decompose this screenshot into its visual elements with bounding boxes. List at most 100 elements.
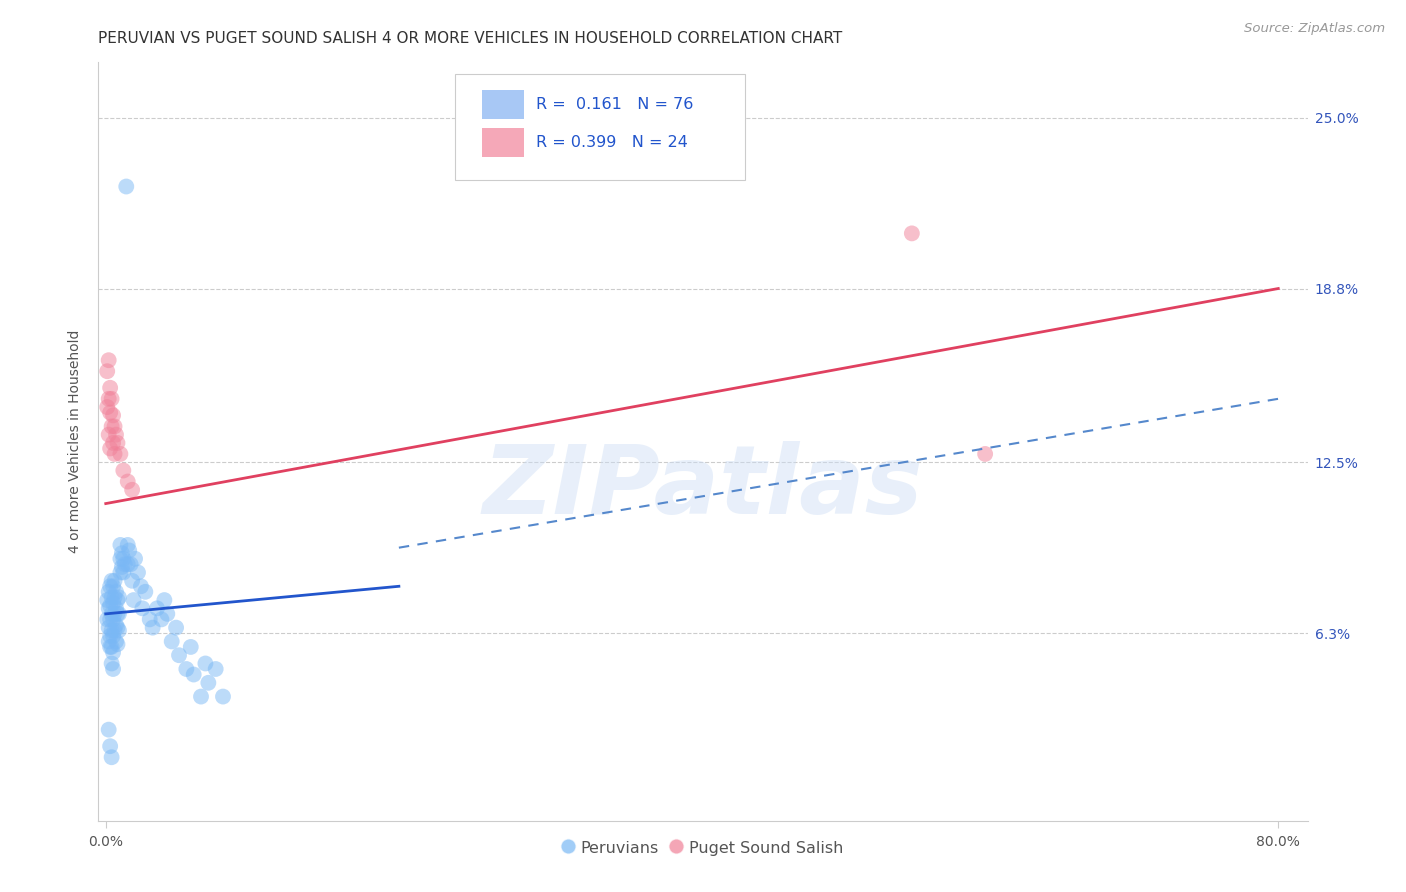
Point [98,579,121,593]
Point [107,593,129,607]
FancyBboxPatch shape [482,128,524,157]
Point [111,560,134,574]
Point [117,558,139,572]
Point [112,566,135,580]
Point [100,419,122,434]
Point [105,618,128,632]
Point [98,599,121,613]
Point [138,612,160,626]
Point [97,601,120,615]
Point [103,624,125,638]
Point [108,624,131,638]
Point [127,566,149,580]
FancyBboxPatch shape [482,90,524,120]
Y-axis label: 4 or more Vehicles in Household: 4 or more Vehicles in Household [69,330,83,553]
Point [97,392,120,406]
Point [100,657,122,671]
Point [112,463,135,477]
Point [100,607,122,621]
Point [98,612,121,626]
Point [97,634,120,648]
Point [107,621,129,635]
Point [105,427,128,442]
Point [101,436,124,450]
Point [153,593,176,607]
Point [101,645,124,659]
Text: PERUVIAN VS PUGET SOUND SALISH 4 OR MORE VEHICLES IN HOUSEHOLD CORRELATION CHART: PERUVIAN VS PUGET SOUND SALISH 4 OR MORE… [98,31,842,46]
Point [100,750,122,764]
Point [98,739,121,754]
Point [197,675,219,690]
Point [129,579,152,593]
Point [103,447,125,461]
Point [165,621,187,635]
Text: R =  0.161   N = 76: R = 0.161 N = 76 [536,96,693,112]
Point [105,634,128,648]
Point [111,546,134,560]
Point [110,538,132,552]
Point [103,419,125,434]
Point [97,353,120,368]
Point [101,662,124,676]
Point [97,427,120,442]
Point [107,607,129,621]
Point [167,648,190,663]
Point [190,690,212,704]
Point [100,591,122,605]
Point [98,640,121,654]
Point [105,584,128,599]
Point [96,400,118,414]
Point [100,574,122,588]
Point [134,584,156,599]
Point [100,624,122,638]
Point [176,662,198,676]
Point [107,436,129,450]
Point [107,637,129,651]
Point [194,657,217,671]
Point [108,591,131,605]
Point [98,381,121,395]
Point [103,591,125,605]
Point [97,621,120,635]
Point [100,640,122,654]
Point [112,551,135,566]
Point [204,662,226,676]
Text: ZIPatlas: ZIPatlas [482,441,924,533]
Point [124,551,146,566]
Point [105,601,128,615]
Point [121,483,143,497]
Point [120,558,142,572]
Legend: Peruvians, Puget Sound Salish: Peruvians, Puget Sound Salish [557,833,849,862]
Point [122,593,145,607]
Text: Source: ZipAtlas.com: Source: ZipAtlas.com [1244,22,1385,36]
Point [96,612,118,626]
Point [103,574,125,588]
Point [103,607,125,621]
Point [212,690,235,704]
Point [101,612,124,626]
Point [96,364,118,378]
Point [160,634,183,648]
Point [101,629,124,643]
FancyBboxPatch shape [456,74,745,180]
Point [146,601,169,615]
Point [97,584,120,599]
Point [100,392,122,406]
Point [183,667,205,681]
Point [115,179,138,194]
Point [901,227,924,241]
Point [98,442,121,456]
Point [118,543,141,558]
Point [114,558,136,572]
Point [974,447,997,461]
Point [110,551,132,566]
Point [110,447,132,461]
Point [121,574,143,588]
Point [101,409,124,423]
Point [156,607,179,621]
Point [117,475,139,489]
Point [108,607,131,621]
Point [96,593,118,607]
Point [98,629,121,643]
Point [98,406,121,420]
